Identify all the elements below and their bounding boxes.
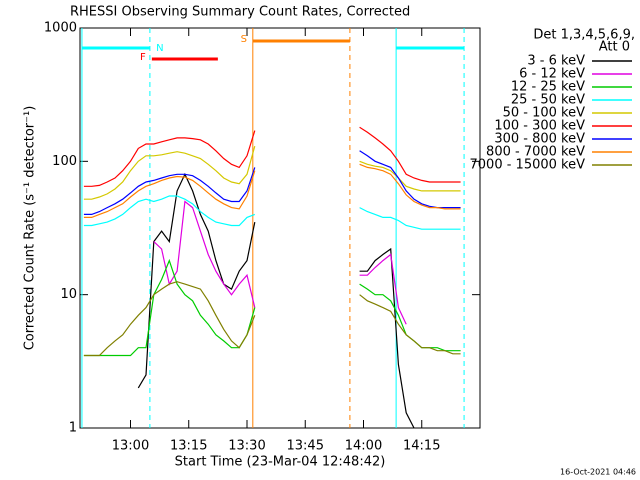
x-tick-label: 14:15 — [403, 439, 440, 454]
series-line — [153, 200, 407, 325]
legend-header: Att 0 — [599, 40, 630, 55]
legend-label: 300 - 800 keV — [494, 132, 585, 147]
y-tick-label: 100 — [52, 154, 77, 169]
x-tick-label: 13:30 — [228, 439, 265, 454]
legend-label: 100 - 300 keV — [494, 119, 585, 134]
y-tick-label: 1000 — [44, 21, 77, 36]
x-tick-label: 13:45 — [287, 439, 324, 454]
legend-label: 50 - 100 keV — [503, 106, 586, 121]
legend-label: 800 - 7000 keV — [486, 145, 585, 160]
x-tick-label: 13:00 — [112, 439, 149, 454]
series-line — [83, 126, 461, 187]
legend-label: 3 - 6 keV — [527, 54, 585, 69]
flag-label: N — [156, 43, 163, 54]
series-line — [83, 145, 461, 200]
x-tick-label: 13:15 — [170, 439, 207, 454]
series-line — [83, 195, 461, 230]
flag-label: F — [140, 52, 146, 63]
x-tick-label: 14:00 — [345, 439, 382, 454]
y-axis-label: Corrected Count Rate (s⁻¹ detector⁻¹) — [23, 106, 38, 351]
y-tick-label: 10 — [60, 287, 77, 302]
legend-header: Det 1,3,4,5,6,9, — [533, 28, 635, 43]
plot-frame — [79, 27, 481, 429]
y-tick-label: 1 — [69, 421, 77, 436]
series-line — [137, 172, 415, 429]
legend-label: 6 - 12 keV — [519, 67, 585, 82]
legend-label: 12 - 25 keV — [511, 80, 585, 95]
x-axis-label: Start Time (23-Mar-04 12:48:42) — [175, 455, 386, 470]
legend-label: 7000 - 15000 keV — [470, 158, 586, 173]
chart-title: RHESSI Observing Summary Count Rates, Co… — [70, 5, 410, 20]
flag-label: S — [241, 34, 247, 45]
series-line — [83, 150, 461, 215]
series-line — [83, 163, 461, 218]
series-line — [83, 281, 461, 357]
footer: 16-Oct-2021 04:46 — [560, 468, 636, 477]
legend-label: 25 - 50 keV — [511, 93, 585, 108]
